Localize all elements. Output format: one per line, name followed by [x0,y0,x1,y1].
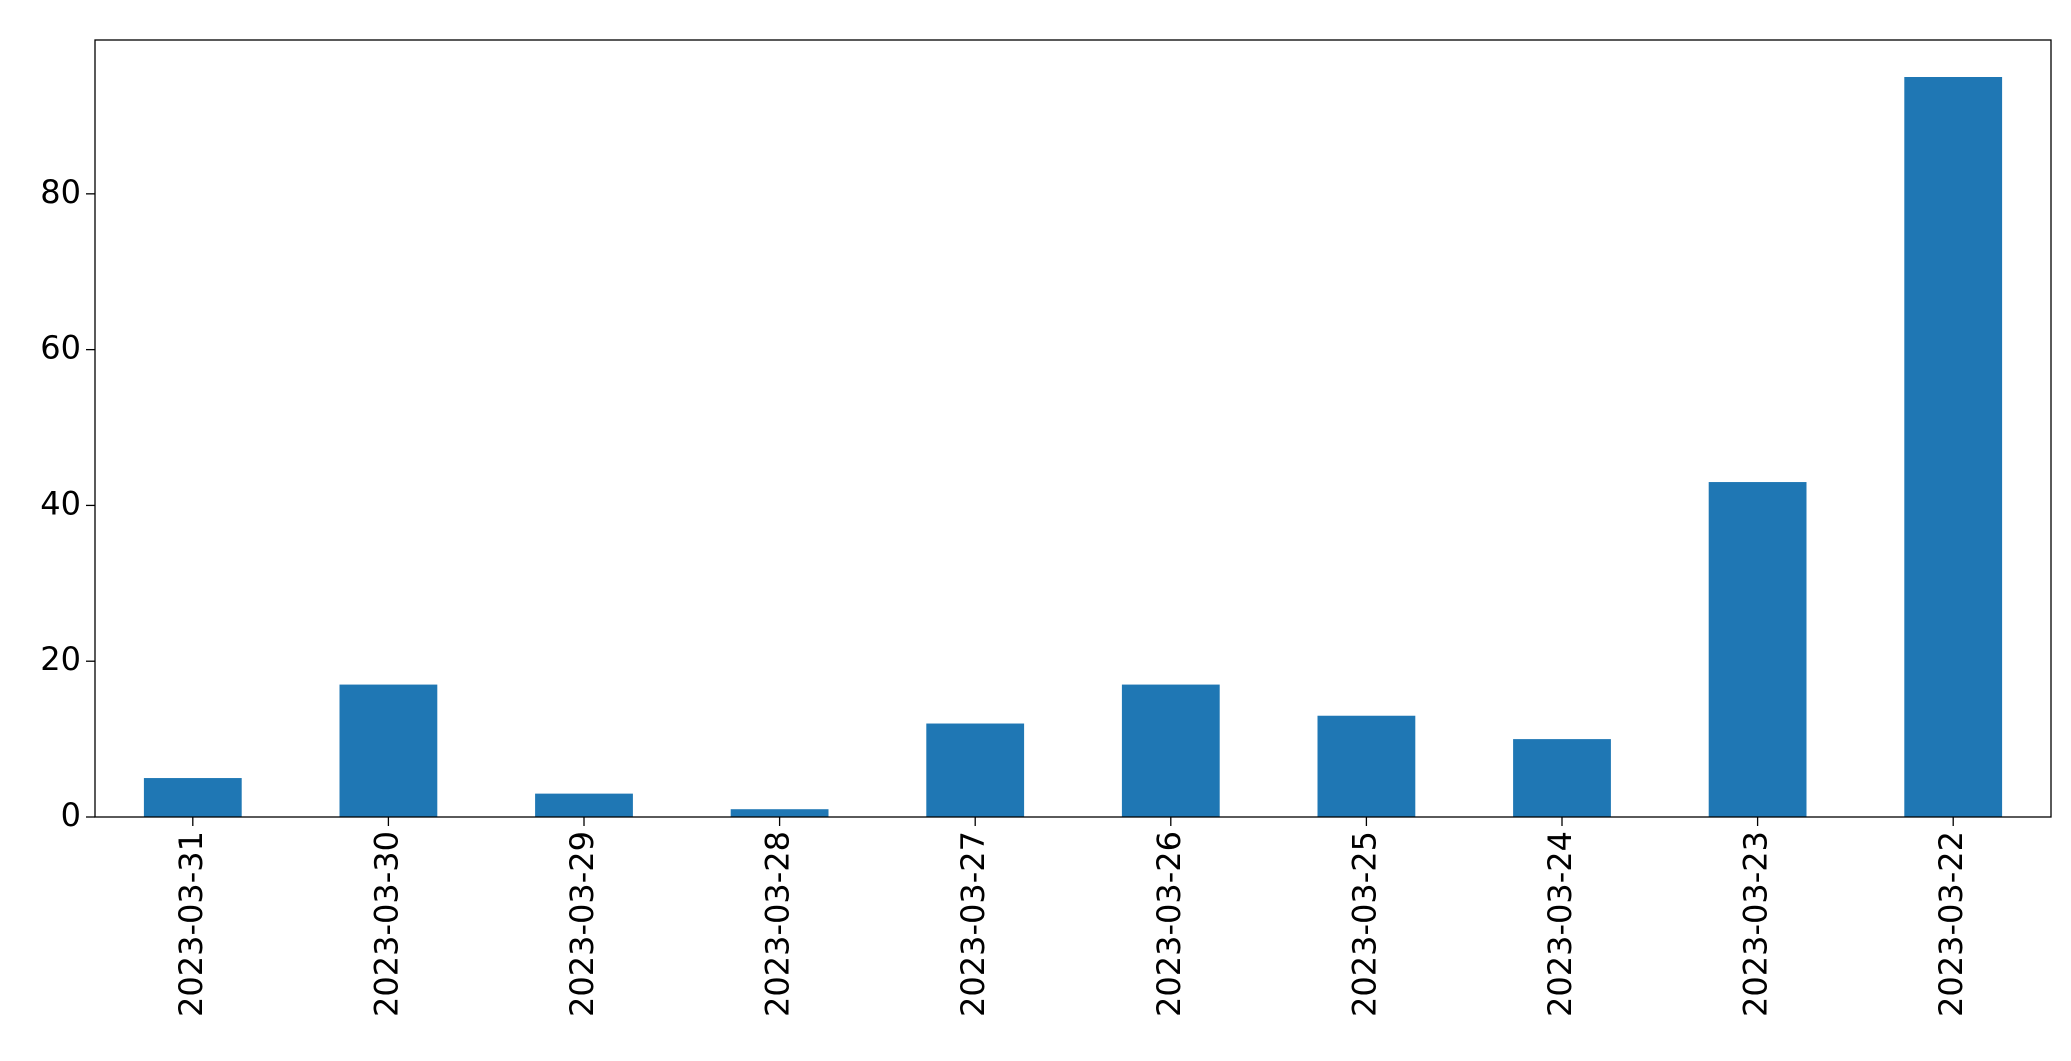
bar [1513,739,1611,817]
y-tick-label: 0 [61,796,81,834]
y-tick-label: 60 [40,329,81,367]
x-tick-label: 2023-03-31 [172,831,210,1017]
x-tick-label: 2023-03-30 [367,831,405,1017]
x-tick-label: 2023-03-24 [1541,831,1579,1017]
y-tick-label: 20 [40,640,81,678]
bar [339,684,438,817]
x-tick-label: 2023-03-27 [954,831,992,1017]
bar [926,723,1025,817]
plot-frame [94,39,2052,818]
y-tick-label: 80 [40,173,81,211]
bar [1904,77,2003,817]
bar [535,793,633,817]
bar [730,809,829,817]
x-tick-label: 2023-03-22 [1932,831,1970,1017]
x-tick-label: 2023-03-23 [1737,831,1775,1017]
bar [143,778,242,817]
x-tick-label: 2023-03-29 [563,831,601,1017]
bar [1317,715,1416,817]
bar [1708,482,1807,817]
x-tick-label: 2023-03-28 [759,831,797,1017]
x-tick-label: 2023-03-25 [1345,831,1383,1017]
y-tick-label: 40 [40,484,81,522]
bar [1121,684,1220,817]
x-tick-label: 2023-03-26 [1150,831,1188,1017]
